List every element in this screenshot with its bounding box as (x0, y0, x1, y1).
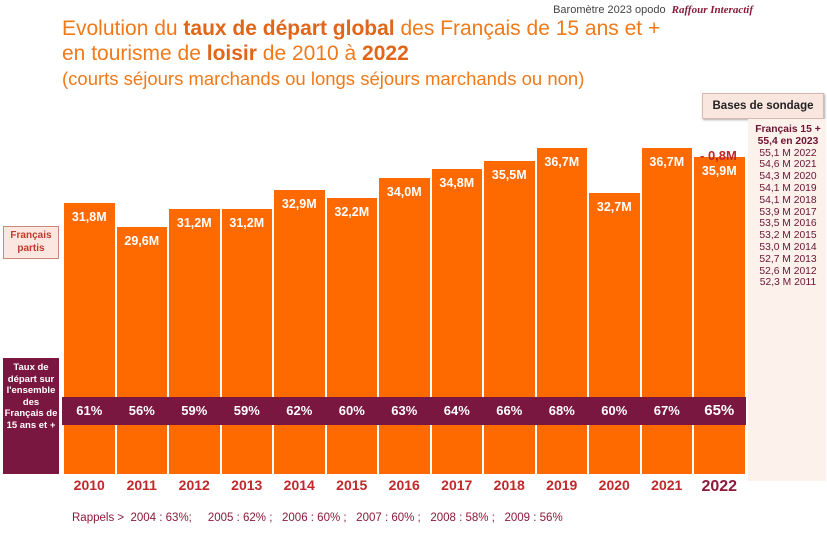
source-brand: Raffour Interactif (671, 4, 753, 16)
taux-value-label: 65% (704, 402, 735, 419)
source-line: Baromètre 2023 opodo Raffour Interactif (553, 4, 753, 16)
bases-item: 54,6 M 2021 (759, 159, 817, 171)
bases-item: 52,7 M 2013 (759, 253, 817, 265)
x-tick-label: 2016 (388, 477, 420, 493)
taux-value-label: 59% (181, 403, 208, 418)
title-bold: loisir (206, 42, 257, 65)
bar-value-label: 35,5M (491, 168, 527, 183)
title-part: de 2010 à (256, 42, 363, 65)
bar-value-label: 31,8M (71, 209, 107, 224)
taux-value-label: 67% (653, 403, 680, 418)
bar-2019 (536, 148, 587, 474)
bar-value-label: 32,9M (281, 197, 317, 212)
x-tick-label: 2021 (651, 477, 683, 493)
taux-depart-label: Taux de départ sur l'ensemble des França… (3, 358, 59, 474)
title-part: des Français de 15 ans et + (394, 17, 661, 40)
bar-value-label: 32,2M (334, 205, 370, 220)
bases-item: 55,1 M 2022 (759, 147, 817, 159)
taux-value-label: 66% (496, 403, 523, 418)
bases-item: 52,3 M 2011 (759, 277, 817, 289)
bar-2018 (484, 161, 535, 474)
x-tick-label: 2022 (701, 478, 738, 495)
title-bold: 2022 (362, 42, 409, 65)
bases-item: 52,6 M 2012 (759, 265, 817, 277)
title-bold: taux de départ global (183, 17, 395, 40)
bases-item: 54,1 M 2019 (759, 182, 817, 194)
taux-band (62, 397, 746, 425)
taux-value-label: 59% (233, 403, 260, 418)
delta-2022-label: - 0,8M (700, 148, 737, 163)
bar-value-label: 35,9M (701, 163, 737, 178)
bar-value-label: 29,6M (124, 234, 160, 248)
taux-value-label: 68% (548, 403, 575, 418)
x-tick-label: 2020 (598, 477, 630, 493)
x-tick-label: 2013 (231, 477, 263, 493)
bases-header-line1: Français 15 + (755, 124, 821, 135)
bar-2013 (221, 209, 272, 474)
bar-2016 (379, 178, 430, 474)
bases-item: 53,0 M 2014 (759, 241, 817, 253)
x-tick-label: 2014 (283, 477, 315, 493)
bases-item: 54,3 M 2020 (759, 171, 817, 183)
bar-value-label: 32,7M (596, 199, 632, 214)
x-tick-label: 2012 (178, 477, 210, 493)
bar-value-label: 36,7M (649, 155, 685, 169)
taux-value-label: 63% (391, 403, 418, 418)
bar-value-label: 36,7M (544, 155, 580, 169)
bar-value-label: 31,2M (176, 216, 212, 231)
bar-2014 (274, 190, 325, 474)
bases-title: Bases de sondage (702, 93, 824, 119)
bar-2020 (589, 192, 640, 474)
taux-value-label: 61% (76, 403, 103, 418)
bar-2021 (641, 148, 692, 474)
rappels-line: Rappels > 2004 : 63%; 2005 : 62% ; 2006 … (72, 512, 563, 524)
bar-2015 (326, 198, 377, 474)
x-tick-label: 2010 (73, 477, 105, 493)
bar-2012 (169, 209, 220, 474)
taux-value-label: 64% (443, 403, 470, 418)
bar-2022 (694, 156, 745, 474)
x-tick-label: 2017 (441, 477, 473, 493)
bar-value-label: 31,2M (229, 216, 265, 231)
bases-background (748, 119, 826, 481)
taux-value-label: 60% (338, 403, 365, 418)
taux-value-label: 56% (128, 403, 155, 418)
taux-value-label: 62% (286, 403, 313, 418)
taux-value-label: 60% (601, 403, 628, 418)
bases-item: 53,5 M 2016 (759, 218, 817, 230)
x-tick-label: 2019 (546, 477, 578, 493)
bases-list: Français 15 + 55,4 en 2023 55,1 M 2022 54… (748, 124, 827, 289)
bar-2017 (431, 169, 482, 474)
title-part: Evolution du (62, 17, 184, 40)
bar-2011 (116, 227, 167, 474)
bases-item: 53,9 M 2017 (759, 206, 817, 218)
bar-value-label: 34,0M (386, 185, 422, 200)
x-tick-label: 2015 (336, 477, 368, 493)
chart-title: Evolution du taux de départ global des F… (62, 16, 660, 66)
bar-2010 (64, 202, 115, 474)
title-part: en tourisme de (62, 42, 207, 65)
chart-subtitle: (courts séjours marchands ou longs séjou… (62, 68, 585, 89)
x-tick-label: 2018 (493, 477, 525, 493)
source-text: Baromètre 2023 opodo (553, 4, 666, 16)
bases-header-line2: 55,4 en 2023 (757, 135, 819, 147)
bar-value-label: 34,8M (439, 176, 475, 191)
x-tick-label: 2011 (126, 477, 157, 493)
bases-item: 54,1 M 2018 (759, 194, 817, 206)
bases-item: 53,2 M 2015 (759, 230, 817, 242)
francais-partis-label: Français partis (3, 226, 59, 259)
